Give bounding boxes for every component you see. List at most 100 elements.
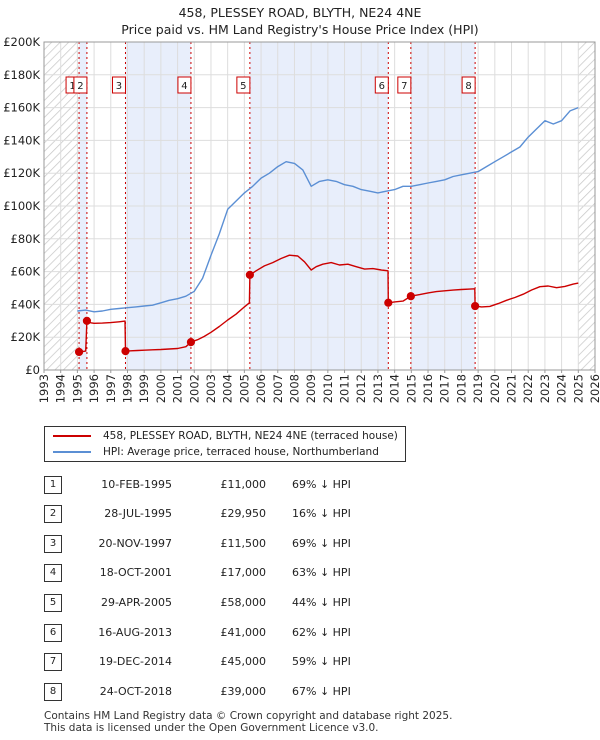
sale-price: £41,000	[220, 626, 267, 639]
x-tick-label: 2003	[204, 374, 218, 403]
y-tick-label: £120K	[3, 166, 40, 180]
x-tick-label: 2011	[338, 374, 352, 403]
sale-point	[121, 347, 130, 356]
sale-number-badge: 8	[44, 683, 62, 701]
sale-row: 3 20-NOV-1997 £11,500 69% ↓ HPI	[44, 535, 444, 553]
x-tick-label: 2019	[471, 374, 485, 403]
sale-number-badge: 5	[44, 594, 62, 612]
x-tick-label: 2002	[187, 374, 201, 403]
x-tick-label: 2014	[388, 374, 402, 403]
sale-number-badge: 4	[44, 564, 62, 582]
footer-licence: This data is licensed under the Open Gov…	[44, 722, 379, 734]
sale-price: £11,500	[220, 537, 267, 550]
sale-row: 1 10-FEB-1995 £11,000 69% ↓ HPI	[44, 476, 444, 494]
x-tick-label: 2018	[454, 374, 468, 403]
sale-price: £39,000	[220, 685, 267, 698]
sale-date: 19-DEC-2014	[98, 655, 172, 668]
sale-row: 8 24-OCT-2018 £39,000 67% ↓ HPI	[44, 683, 444, 701]
sale-point	[245, 270, 254, 279]
sale-row: 6 16-AUG-2013 £41,000 62% ↓ HPI	[44, 624, 444, 642]
chart-subtitle: Price paid vs. HM Land Registry's House …	[121, 22, 479, 37]
x-tick-label: 2000	[154, 374, 168, 403]
x-tick-label: 2023	[538, 374, 552, 403]
sale-price: £45,000	[220, 655, 267, 668]
sale-point	[74, 347, 84, 357]
sale-label-box	[461, 76, 476, 94]
chart-title-block: 458, PLESSEY ROAD, BLYTH, NE24 4NE Price…	[0, 4, 600, 38]
sale-label: 4	[181, 81, 187, 92]
x-tick-label: 1999	[137, 374, 151, 403]
sale-number-badge: 1	[44, 476, 62, 494]
x-tick-label: 1997	[104, 374, 118, 403]
x-tick-label: 1998	[120, 374, 134, 403]
x-tick-label: 1996	[87, 374, 101, 403]
sale-hpi-diff: 67% ↓ HPI	[292, 685, 351, 698]
x-tick-label: 2001	[171, 374, 185, 403]
plot-frame	[43, 41, 596, 371]
sale-price: £11,000	[220, 478, 267, 491]
chart-title: 458, PLESSEY ROAD, BLYTH, NE24 4NE	[178, 5, 422, 20]
sale-label: 6	[379, 81, 385, 92]
y-tick-label: £0	[25, 363, 40, 377]
sale-label-box	[374, 76, 389, 94]
x-tick-label: 1993	[37, 374, 51, 403]
x-tick-label: 2015	[404, 374, 418, 403]
y-tick-label: £80K	[11, 232, 41, 246]
legend-label-price: 458, PLESSEY ROAD, BLYTH, NE24 4NE (terr…	[103, 430, 398, 442]
x-tick-label: 2004	[221, 374, 235, 403]
x-tick-label: 2010	[321, 374, 335, 403]
x-tick-label: 2022	[521, 374, 535, 403]
sale-label-box	[236, 76, 251, 94]
sale-number-badge: 6	[44, 624, 62, 642]
sale-date: 24-OCT-2018	[99, 685, 172, 698]
sale-label: 2	[77, 81, 83, 92]
sale-hpi-diff: 69% ↓ HPI	[292, 537, 351, 550]
sale-hpi-diff: 44% ↓ HPI	[292, 596, 351, 609]
sale-point	[186, 338, 196, 347]
y-tick-label: £100K	[3, 199, 40, 213]
sale-price: £17,000	[220, 566, 267, 579]
sale-date: 16-AUG-2013	[98, 626, 172, 639]
legend-swatch-hpi	[53, 451, 91, 453]
sale-hpi-diff: 63% ↓ HPI	[292, 566, 351, 579]
sale-number-badge: 2	[44, 505, 62, 523]
sale-date: 18-OCT-2001	[99, 566, 172, 579]
sale-label-box	[111, 76, 126, 94]
sale-hpi-diff: 59% ↓ HPI	[292, 655, 351, 668]
sale-price: £29,950	[220, 507, 267, 520]
sale-label-box	[397, 76, 412, 94]
y-tick-label: £160K	[3, 101, 40, 115]
x-tick-label: 2020	[488, 374, 502, 403]
y-tick-label: £20K	[11, 330, 41, 344]
sale-point	[82, 316, 92, 325]
sale-label-box	[73, 76, 88, 94]
sale-label: 7	[401, 81, 407, 92]
x-tick-label: 2009	[304, 374, 318, 403]
sale-point	[471, 301, 480, 311]
sale-hpi-diff: 16% ↓ HPI	[292, 507, 351, 520]
sale-date: 29-APR-2005	[100, 596, 172, 609]
y-tick-label: £40K	[11, 297, 41, 311]
x-tick-label: 2025	[571, 374, 585, 403]
sale-date: 20-NOV-1997	[98, 537, 172, 550]
sale-point	[406, 292, 415, 301]
footer-attribution: Contains HM Land Registry data © Crown c…	[44, 710, 452, 734]
sale-label: 3	[116, 81, 122, 92]
sale-point	[384, 298, 393, 307]
x-tick-label: 2007	[271, 374, 285, 403]
sale-row: 5 29-APR-2005 £58,000 44% ↓ HPI	[44, 594, 444, 612]
sale-date: 10-FEB-1995	[101, 478, 172, 491]
sale-price: £58,000	[220, 596, 267, 609]
sale-label: 1	[69, 81, 75, 92]
sale-hpi-diff: 62% ↓ HPI	[292, 626, 351, 639]
sale-label-box	[177, 76, 192, 94]
y-tick-label: £180K	[3, 68, 40, 82]
footer-copyright: Contains HM Land Registry data © Crown c…	[44, 710, 453, 722]
x-tick-label: 2016	[421, 374, 435, 403]
x-tick-label: 2024	[555, 374, 569, 403]
y-tick-label: £60K	[11, 265, 41, 279]
legend-item-price: 458, PLESSEY ROAD, BLYTH, NE24 4NE (terr…	[53, 429, 398, 443]
x-tick-label: 2005	[237, 374, 251, 403]
x-tick-label: 2026	[588, 374, 600, 403]
sale-date: 28-JUL-1995	[104, 507, 172, 520]
